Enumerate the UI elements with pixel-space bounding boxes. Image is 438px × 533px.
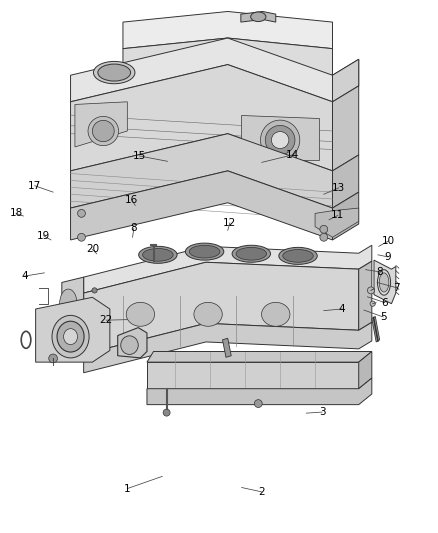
Polygon shape [118, 328, 147, 358]
Ellipse shape [189, 245, 220, 258]
Polygon shape [374, 260, 396, 304]
Text: 13: 13 [332, 183, 345, 193]
Ellipse shape [272, 132, 289, 149]
Ellipse shape [194, 302, 222, 326]
Ellipse shape [251, 12, 266, 21]
Polygon shape [71, 171, 332, 240]
Polygon shape [71, 134, 332, 208]
Polygon shape [315, 208, 359, 237]
Circle shape [320, 233, 328, 241]
Polygon shape [332, 155, 359, 208]
Ellipse shape [185, 243, 224, 260]
Text: 3: 3 [319, 407, 325, 417]
Text: 2: 2 [258, 487, 265, 497]
Ellipse shape [236, 247, 267, 260]
Ellipse shape [98, 64, 131, 81]
Polygon shape [71, 64, 332, 171]
Ellipse shape [261, 302, 290, 326]
Text: 9: 9 [385, 252, 391, 262]
Polygon shape [84, 262, 359, 354]
Polygon shape [147, 351, 372, 362]
Text: 22: 22 [100, 315, 113, 325]
Circle shape [370, 301, 375, 306]
Text: 19: 19 [37, 231, 50, 241]
Ellipse shape [265, 125, 295, 155]
Polygon shape [241, 115, 319, 160]
Circle shape [320, 225, 328, 233]
Polygon shape [35, 297, 110, 362]
Ellipse shape [143, 248, 173, 261]
Text: 17: 17 [28, 181, 41, 191]
Polygon shape [372, 317, 380, 342]
Text: 4: 4 [339, 304, 346, 314]
Ellipse shape [52, 316, 89, 358]
Text: 5: 5 [380, 312, 386, 322]
Polygon shape [84, 245, 372, 293]
Text: 1: 1 [124, 483, 131, 494]
Ellipse shape [379, 273, 389, 292]
Polygon shape [71, 38, 359, 102]
Text: 18: 18 [9, 208, 23, 219]
Circle shape [78, 233, 85, 241]
Polygon shape [147, 362, 359, 389]
Ellipse shape [92, 120, 114, 142]
Text: 14: 14 [286, 150, 299, 160]
Polygon shape [241, 12, 276, 22]
Circle shape [254, 400, 262, 408]
Text: 6: 6 [381, 297, 388, 308]
Circle shape [49, 354, 57, 363]
Circle shape [78, 209, 85, 217]
Ellipse shape [232, 245, 271, 262]
Polygon shape [123, 38, 332, 75]
Polygon shape [223, 338, 231, 357]
Polygon shape [332, 192, 359, 240]
Polygon shape [359, 351, 372, 389]
Text: 7: 7 [393, 282, 400, 293]
Text: 20: 20 [86, 245, 99, 254]
Ellipse shape [88, 116, 119, 146]
Ellipse shape [261, 120, 300, 160]
Text: 4: 4 [21, 271, 28, 281]
Ellipse shape [121, 336, 138, 354]
Ellipse shape [139, 246, 177, 263]
Text: 11: 11 [331, 211, 344, 221]
Ellipse shape [64, 329, 78, 345]
Text: 12: 12 [223, 218, 237, 228]
Circle shape [367, 287, 374, 294]
Text: 16: 16 [125, 195, 138, 205]
Ellipse shape [60, 289, 77, 318]
Circle shape [92, 288, 97, 293]
Ellipse shape [283, 249, 313, 262]
Polygon shape [332, 86, 359, 171]
Polygon shape [359, 261, 372, 330]
Polygon shape [147, 378, 372, 405]
Circle shape [163, 409, 170, 416]
Ellipse shape [57, 321, 84, 352]
Polygon shape [332, 59, 359, 102]
Ellipse shape [279, 247, 317, 264]
Polygon shape [62, 277, 84, 354]
Ellipse shape [93, 61, 135, 84]
Text: 8: 8 [131, 223, 137, 233]
Polygon shape [75, 102, 127, 147]
Text: 8: 8 [376, 267, 383, 277]
Text: 15: 15 [133, 151, 146, 161]
Polygon shape [123, 12, 332, 49]
Ellipse shape [126, 302, 155, 326]
Polygon shape [84, 322, 372, 373]
Text: 10: 10 [382, 236, 395, 246]
